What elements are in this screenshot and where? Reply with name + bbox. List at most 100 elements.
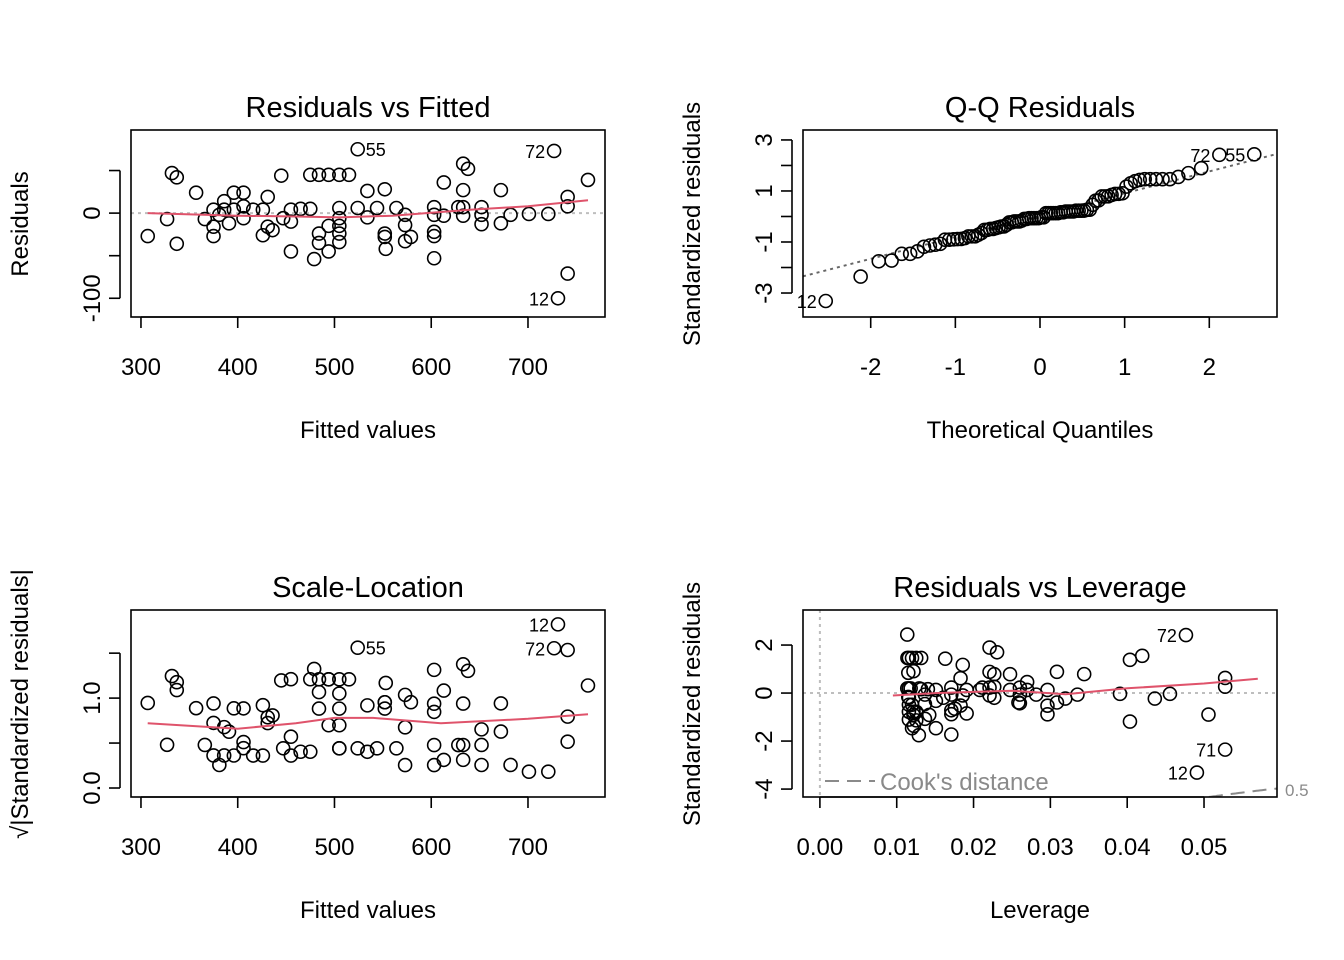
data-point [1091,193,1106,208]
data-point [397,757,413,773]
data-point [937,232,953,248]
data-point [255,202,271,218]
data-point [937,651,953,666]
data-point [546,640,562,656]
y-axis-label: Standardized residuals [679,582,706,826]
data-point [474,722,489,737]
data-point [955,688,971,703]
data-point [255,697,271,713]
data-point [1147,691,1163,706]
data-point [970,227,986,243]
data-point [260,715,276,731]
data-point [455,752,471,768]
x-tick-label: 700 [508,834,548,861]
data-point [332,741,347,756]
data-point [169,674,185,690]
data-point [140,695,156,711]
data-point [341,167,357,183]
data-point [226,185,242,200]
data-point [451,737,466,753]
data-point [899,627,915,642]
data-point [273,673,289,688]
data-point [580,172,596,188]
data-point [455,182,471,198]
cooks-contour-label: 0.5 [1285,781,1309,800]
data-point [321,167,336,183]
x-tick-label: 400 [218,834,258,861]
data-point [560,642,575,658]
data-point [1012,680,1028,695]
data-point [311,226,327,241]
data-point [503,207,518,223]
data-point [1107,186,1123,202]
data-point [275,210,291,226]
data-point [332,167,347,183]
data-point [455,208,471,223]
data-point [350,741,365,756]
data-point [928,693,944,709]
data-point [332,200,347,216]
point-label: 55 [366,140,386,160]
data-point [206,219,221,235]
data-point [455,737,471,753]
plot-content [131,141,605,306]
data-point [1076,203,1092,218]
y-tick-label: -4 [751,778,778,799]
data-point [306,251,322,267]
data-point [389,200,404,216]
data-point [332,226,347,241]
data-point [426,737,442,753]
data-point [1217,679,1233,694]
panel-title: Residuals vs Fitted [246,92,491,124]
data-point [226,748,242,763]
data-point [302,744,318,760]
data-point [474,216,489,232]
data-point [932,236,948,252]
data-point [377,226,393,241]
data-point [260,189,276,205]
y-tick-label: 0 [79,206,106,219]
data-point [1122,714,1138,729]
data-point [955,657,971,673]
data-point [426,250,442,266]
data-point [436,175,452,190]
data-point [293,744,308,760]
data-point [164,165,180,181]
data-point [350,640,365,655]
data-point [818,293,834,309]
data-point [1076,666,1092,682]
data-point [493,724,509,739]
data-point [953,231,969,247]
data-point [426,228,442,244]
data-point [982,664,997,680]
data-point [1028,687,1044,702]
data-point [1246,147,1262,162]
data-point [275,740,291,756]
x-tick-label: 2 [1203,354,1216,381]
data-point [961,229,976,244]
legend-label: Cook's distance [880,769,1049,796]
data-point [1132,172,1148,188]
x-tick-label: 500 [314,354,354,381]
data-point [944,706,959,722]
data-point [1217,670,1233,686]
x-tick-label: 700 [508,354,548,381]
data-point [455,156,471,172]
data-point [1012,695,1028,711]
data-point [403,694,419,710]
data-point [426,696,442,711]
data-point [900,650,915,666]
data-point [360,698,375,713]
data-point [455,696,471,711]
data-point [283,244,299,259]
data-point [975,680,990,695]
smooth-line [892,677,1258,697]
data-point [1021,210,1037,226]
data-point [560,266,575,281]
y-tick-label: 0 [751,686,778,699]
data-point [944,680,959,695]
data-point [188,185,204,200]
data-point [1019,682,1035,698]
y-tick-label: -1 [751,231,778,252]
data-point [1122,652,1138,668]
